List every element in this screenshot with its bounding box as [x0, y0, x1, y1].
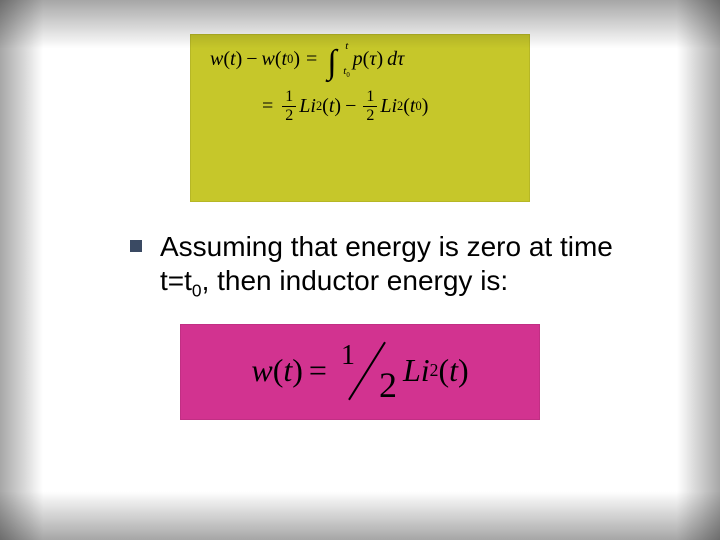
bullet-marker-icon	[130, 240, 142, 252]
eq2-equals: =	[262, 95, 273, 118]
equation-box-energy-integral: w(t) − w(t0) = ∫ t t0 p(τ) dτ = 1 2	[190, 34, 530, 202]
eqf-iexp: 2	[430, 360, 439, 381]
eq2-L1: L	[299, 95, 310, 118]
equation-line-2: = 1 2 Li2(t) − 1 2 Li2(t0)	[208, 89, 512, 124]
eq1-dtau: τ	[397, 48, 404, 71]
eq1-tau: τ	[369, 48, 376, 71]
equation-final: w(t) = 1 2 Li2(t)	[251, 342, 468, 400]
eqf-t2: t	[449, 352, 458, 389]
integral-lower: t0	[343, 65, 349, 79]
equation-box-inductor-energy: w(t) = 1 2 Li2(t)	[180, 324, 540, 420]
eq1-w1: w	[208, 48, 223, 71]
eqf-t: t	[283, 352, 292, 389]
eq1-d: d	[387, 48, 397, 71]
bullet-line2-sub: 0	[192, 281, 202, 301]
eqf-L: L	[403, 352, 421, 389]
eqf-w: w	[251, 352, 272, 389]
integral-upper: t	[345, 40, 348, 52]
frac-half-1: 1 2	[282, 89, 296, 124]
eq1-equals: =	[306, 48, 317, 71]
eq2-L2: L	[380, 95, 391, 118]
bullet-line2-post: , then inductor energy is:	[202, 265, 509, 296]
diagfrac-den: 2	[379, 364, 397, 406]
diagonal-fraction-half: 1 2	[337, 342, 397, 400]
diagfrac-num: 1	[341, 340, 355, 372]
eq2-minus: −	[345, 95, 356, 118]
bullet-line1: Assuming that energy is zero at time	[160, 231, 613, 262]
bullet-block: Assuming that energy is zero at time t=t…	[48, 230, 672, 302]
eq1-minus: −	[246, 48, 257, 71]
slide: w(t) − w(t0) = ∫ t t0 p(τ) dτ = 1 2	[0, 0, 720, 540]
bullet-line2-pre: t=t	[160, 265, 192, 296]
integral-symbol: ∫ t t0	[327, 46, 336, 73]
eq1-p: p	[353, 48, 363, 71]
equation-line-1: w(t) − w(t0) = ∫ t t0 p(τ) dτ	[208, 46, 512, 73]
eq1-w2: w	[262, 48, 275, 71]
bullet-text: Assuming that energy is zero at time t=t…	[160, 230, 613, 302]
eqf-i: i	[421, 352, 430, 389]
eqf-eq: =	[309, 352, 327, 389]
frac-half-2: 1 2	[363, 89, 377, 124]
